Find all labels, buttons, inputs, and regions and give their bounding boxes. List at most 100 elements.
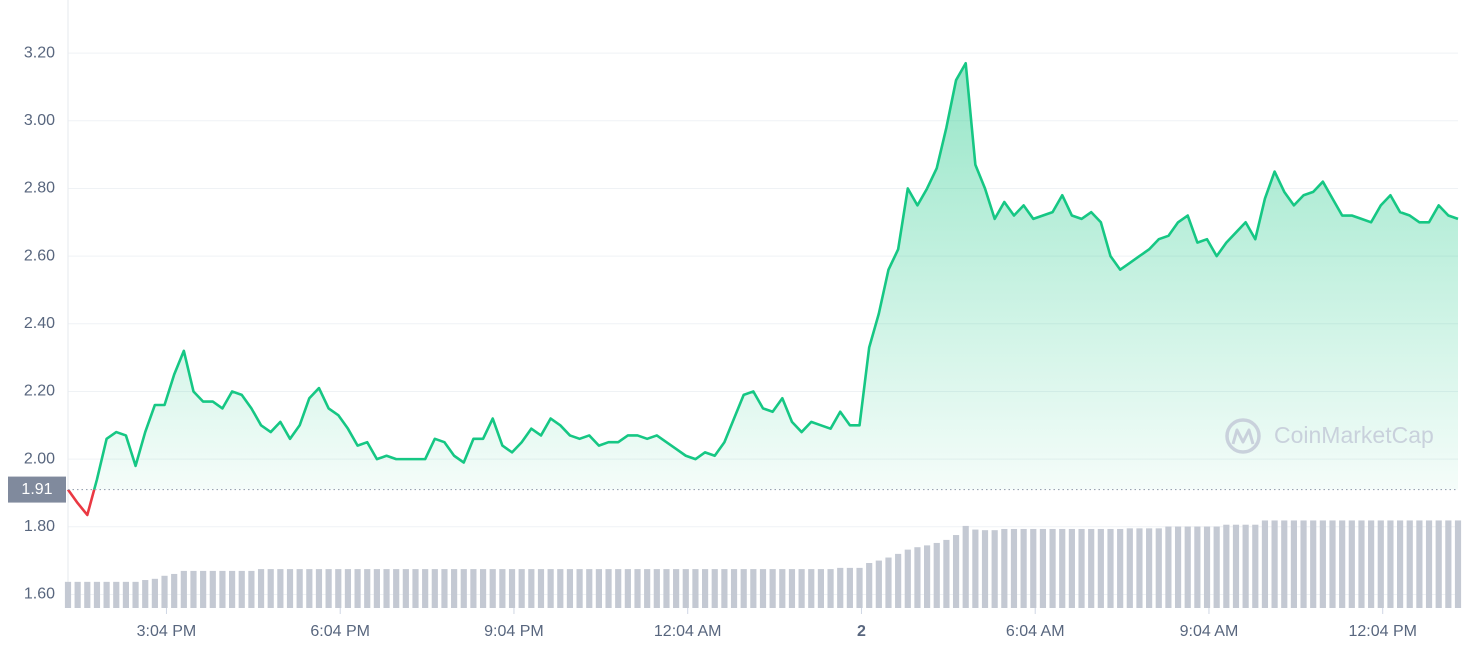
volume-bar [779,569,786,608]
volume-bar [528,569,535,608]
volume-bar [190,570,197,608]
volume-bar [846,567,853,608]
x-tick-label: 6:04 PM [310,623,370,640]
volume-bar [1368,520,1375,608]
volume-bar [460,569,467,608]
volume-bar [1406,520,1413,608]
volume-bar [895,553,902,608]
volume-bar [1213,526,1220,608]
volume-bar [431,569,438,608]
volume-bar [200,570,207,608]
volume-bar [914,547,921,608]
volume-bar [837,567,844,608]
volume-bar [393,569,400,608]
price-line-up [67,61,1459,490]
volume-bar [1117,528,1124,608]
x-tick-label: 9:04 PM [484,623,544,640]
volume-bar [1377,520,1384,608]
volume-bar [479,569,487,608]
x-tick-label: 2 [857,623,866,640]
volume-bar [151,578,158,608]
volume-bar [1049,528,1056,608]
y-tick-label: 2.80 [24,180,55,197]
y-tick-label: 2.60 [24,247,55,264]
volume-bar [1107,528,1114,608]
volume-bar [1078,528,1085,608]
y-tick-label: 2.40 [24,315,55,332]
volume-bar [209,570,216,608]
line [66,61,1459,517]
watermark-logo-mark [1231,428,1255,445]
volume-bar [566,569,574,608]
volume-bar [1165,526,1172,608]
volume-bar [663,569,670,608]
volume-bar [84,581,91,608]
volume-bar [142,580,149,608]
volume-bar [1416,520,1423,608]
volume-bar [740,569,747,608]
volume-bar [344,569,352,608]
volume-bar [1252,524,1259,608]
volume-bar [64,581,72,608]
volume-bar [1174,526,1182,608]
volume-bar [1454,520,1462,608]
volume-bar [759,569,767,608]
volume-bar [1068,528,1075,608]
volume-bar [991,530,998,608]
volume-bar [219,570,226,608]
volume-bar [576,569,583,608]
volume-bar [296,569,303,608]
volume-bar [286,569,294,608]
volume-bar [229,570,236,608]
volume-bar [132,581,139,608]
y-tick-label: 1.80 [24,518,55,535]
volume-bar [1319,520,1326,608]
volume-bar [306,569,313,608]
volume-bar [325,569,332,608]
volume-bar [1184,526,1191,608]
volume-bar [1261,520,1269,608]
volume-bar [1146,528,1153,608]
volume-bar [402,569,409,608]
volume-bar [721,569,728,608]
volume-bar [1010,528,1018,608]
volume-bar [933,542,940,608]
volume-bar [315,569,323,608]
axes: 1.60 1.80 2.00 2.20 2.40 2.60 2.80 3.00 3.20 3:04… [8,44,1458,640]
volume-bar [93,581,101,608]
volume-bar [122,581,130,608]
volume-bar [1387,520,1394,608]
volume-bar [1339,520,1346,608]
volume-bar [267,569,274,608]
watermark-text: CoinMarketCap [1274,422,1434,448]
volume-bar [1030,528,1037,608]
volume-bar [1203,526,1211,608]
y-tick-label: 3.20 [24,44,55,61]
volume-bar [557,569,564,608]
volume-bar [1242,524,1249,608]
volume-bar [171,573,178,608]
volume-bar [161,575,168,608]
volume-bar [1310,520,1317,608]
area [68,63,1458,490]
volume-bar [904,549,911,608]
volume-bar [701,569,709,608]
volume-bar [644,569,651,608]
y-tick-label: 2.20 [24,383,55,400]
baseline-label-box [8,476,66,503]
volume-bar [1223,524,1230,608]
volume-bar [1290,520,1297,608]
volume-bar [1358,520,1365,608]
volume-bar [103,581,110,608]
volume-bar [605,569,612,608]
volume-bar [962,525,969,608]
watermark-logo [1225,418,1261,454]
volume-bar [866,563,873,608]
volume-bar [595,569,602,608]
volume-bar [875,560,882,608]
volume-bar [518,569,525,608]
y-tick-label: 1.60 [24,586,55,603]
volume-bar [537,569,545,608]
volume-bar [364,569,371,608]
